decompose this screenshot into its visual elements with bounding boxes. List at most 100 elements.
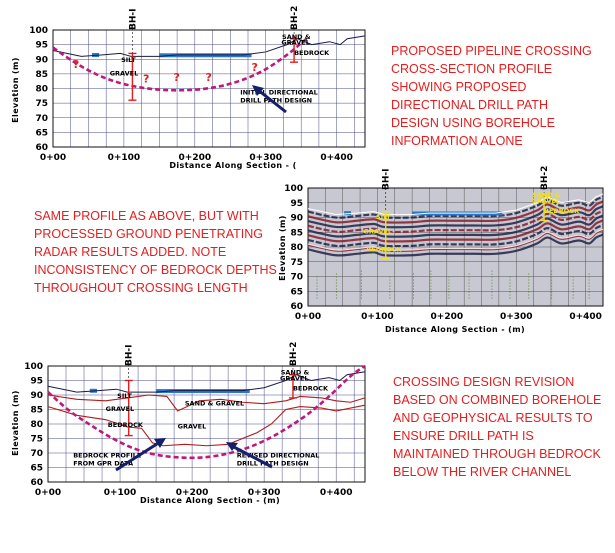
- y-tick-label: 75: [35, 99, 48, 109]
- annotation-text: DRILL PATH DESIGN: [237, 459, 309, 467]
- y-tick-label: 100: [284, 184, 303, 194]
- gpr-reflection-band: [307, 209, 604, 234]
- caption-line: INFORMATION ALONE: [391, 134, 523, 148]
- caption-line: CROSS-SECTION PROFILE: [391, 62, 553, 76]
- grid: [52, 29, 365, 148]
- borehole-label: BH-2: [540, 166, 550, 190]
- caption-line: PROPOSED PIPELINE CROSSING: [391, 44, 592, 58]
- plot-frame: [47, 365, 366, 483]
- caption-line: THROUGHOUT CROSSING LENGTH: [34, 281, 248, 295]
- layer-label: BEDROCK: [293, 385, 329, 393]
- annotation-text: REVISED DIRECTIONAL: [237, 451, 320, 459]
- y-tick-label: 85: [290, 228, 303, 238]
- x-tick-label: 0+400: [320, 153, 353, 163]
- layer-label: BEDROCK: [294, 49, 330, 57]
- y-tick-label: 85: [35, 70, 48, 80]
- chart-bottom-revised-profile: Elevation (m) Distance Along Section - (…: [11, 342, 366, 505]
- caption-line: DESIGN USING BOREHOLE: [391, 116, 555, 130]
- layer-label: GRAVEL: [106, 405, 135, 413]
- layer-label: SAND &: [282, 33, 311, 41]
- pointer-arrow: [115, 440, 161, 472]
- x-tick-label: 0+300: [249, 153, 282, 163]
- caption-line: DIRECTIONAL DRILL PATH: [391, 98, 548, 112]
- pointer-arrow: [231, 444, 273, 469]
- layer-label: GRAVEL: [280, 375, 309, 383]
- y-tick-label: 60: [30, 478, 43, 488]
- x-tick-label: 0+100: [104, 488, 137, 498]
- unknown-marker: ?: [252, 61, 258, 74]
- y-tick-label: 60: [290, 302, 303, 312]
- caption-line: SAME PROFILE AS ABOVE, BUT WITH: [34, 209, 259, 223]
- y-tick-label: 80: [30, 420, 43, 430]
- y-axis-label: Elevation (m): [11, 390, 20, 456]
- y-tick-label: 65: [35, 128, 48, 138]
- pointer-arrow-head: [226, 442, 238, 451]
- grid: [47, 365, 365, 483]
- y-tick-label: 75: [290, 258, 303, 268]
- caption-line: CROSSING DESIGN REVISION: [393, 375, 575, 389]
- x-tick-label: 0+00: [295, 312, 321, 322]
- y-tick-label: 90: [290, 214, 303, 224]
- y-tick-label: 95: [290, 199, 303, 209]
- caption-top: PROPOSED PIPELINE CROSSING CROSS-SECTION…: [391, 42, 592, 150]
- gpr-reflection-band: [307, 195, 604, 219]
- y-tick-label: 85: [30, 406, 43, 416]
- layer-label: BEDROCK: [108, 421, 144, 429]
- x-tick-label: 0+400: [320, 488, 353, 498]
- layer-label: SAND &: [281, 369, 310, 377]
- borehole-label: BH-2: [290, 6, 300, 30]
- x-tick-label: 0+400: [569, 312, 602, 322]
- y-tick-label: 75: [30, 435, 43, 445]
- caption-line: BASED ON COMBINED BOREHOLE: [393, 393, 602, 407]
- layer-label: GRAVEL: [532, 197, 561, 205]
- annotation-text: DRILL PATH DESIGN: [240, 96, 312, 104]
- caption-middle: SAME PROFILE AS ABOVE, BUT WITH PROCESSE…: [34, 207, 277, 297]
- pointer-arrow-head: [154, 438, 166, 448]
- pointer-arrow-head: [252, 85, 264, 96]
- caption-line: AND GEOPHYSICAL RESULTS TO: [393, 411, 593, 425]
- gpr-reflection-band: [307, 228, 604, 251]
- caption-line: SHOWING PROPOSED: [391, 80, 527, 94]
- x-tick-label: 0+00: [35, 488, 61, 498]
- layer-label: SILT: [117, 392, 132, 400]
- y-tick-label: 95: [30, 377, 43, 387]
- gpr-reflection-band: [307, 205, 604, 229]
- y-tick-label: 65: [290, 287, 303, 297]
- drill-path-series: [52, 36, 310, 92]
- gpr-reflection-band: [307, 219, 604, 243]
- y-tick-label: 80: [290, 243, 303, 253]
- drill-path-series: [47, 364, 366, 460]
- y-tick-label: 90: [35, 55, 48, 65]
- gpr-reflection-band: [307, 214, 604, 238]
- layer-label: BEDROCK: [366, 245, 402, 253]
- chart-top-borehole-profile: Elevation (m) Distance Along Section - (…: [11, 6, 366, 170]
- layer-label: SAND & GRAVEL: [185, 400, 244, 408]
- plot-frame: [307, 187, 604, 307]
- annotation-text: FROM GPR DATA: [73, 459, 133, 467]
- caption-line: ENSURE DRILL PATH IS: [393, 429, 534, 443]
- x-axis-label: Distance Along Section - (m): [140, 496, 280, 505]
- x-axis-label: Distance Along Section - (m): [385, 325, 525, 334]
- x-tick-label: 0+200: [431, 312, 464, 322]
- y-tick-label: 70: [35, 114, 48, 124]
- x-tick-label: 0+300: [500, 312, 533, 322]
- y-tick-label: 100: [29, 26, 48, 36]
- annotation-text: BEDROCK PROFILE: [73, 451, 141, 459]
- layer-label: GRAVEL: [178, 422, 207, 430]
- x-tick-label: 0+200: [179, 153, 212, 163]
- y-tick-label: 65: [30, 464, 43, 474]
- ground-surface-series: [52, 35, 366, 57]
- y-tick-label: 70: [30, 449, 43, 459]
- unknown-marker: ?: [143, 73, 149, 86]
- x-axis-label: Distance Along Section - (: [169, 161, 296, 170]
- caption-line: PROCESSED GROUND PENETRATING: [34, 227, 263, 241]
- x-tick-label: 0+100: [108, 153, 141, 163]
- ground-surface-series: [47, 371, 366, 393]
- caption-bottom: CROSSING DESIGN REVISION BASED ON COMBIN…: [393, 373, 601, 481]
- y-tick-label: 90: [30, 391, 43, 401]
- unknown-marker: ?: [205, 71, 211, 84]
- borehole-label: BH-2: [289, 342, 299, 366]
- layer-label: BEDROCK: [544, 207, 580, 215]
- water-body: [344, 211, 352, 216]
- plot-frame: [52, 29, 366, 148]
